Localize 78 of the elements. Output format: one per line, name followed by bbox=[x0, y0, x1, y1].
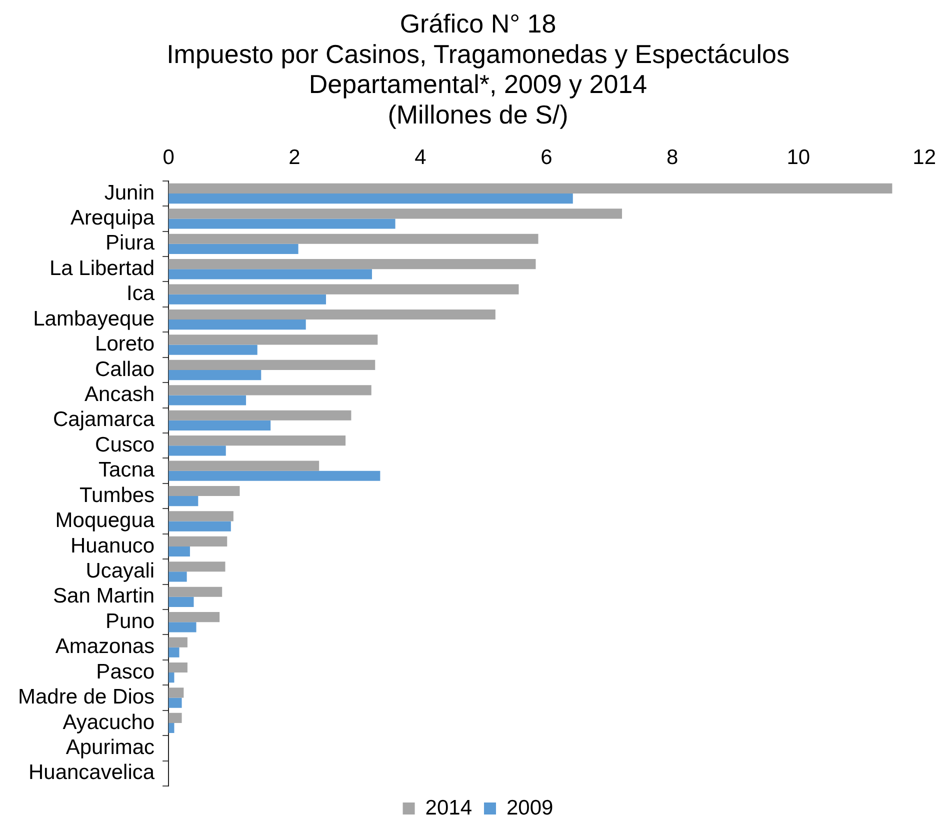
bar bbox=[168, 446, 226, 456]
bar bbox=[168, 536, 228, 546]
bar bbox=[168, 612, 220, 622]
y-tick-label: Apurimac bbox=[66, 736, 155, 759]
legend-label: 2014 bbox=[425, 796, 472, 820]
bar bbox=[168, 218, 396, 229]
bar bbox=[168, 370, 262, 380]
y-tick-label: Piura bbox=[106, 232, 155, 255]
x-tick-label: 0 bbox=[162, 146, 174, 170]
bar bbox=[168, 622, 196, 632]
bar bbox=[168, 208, 622, 219]
bar bbox=[168, 688, 184, 698]
x-tick-label: 2 bbox=[288, 146, 300, 170]
y-tick-label: Moquegua bbox=[55, 509, 155, 532]
y-tick-label: Tacna bbox=[98, 458, 155, 482]
y-tick-label: Junin bbox=[104, 181, 155, 204]
bar bbox=[168, 496, 198, 506]
x-tick-label: 8 bbox=[666, 146, 678, 170]
y-tick-label: Ayacucho bbox=[62, 710, 155, 734]
y-tick-label: Puno bbox=[106, 610, 155, 633]
bar bbox=[168, 284, 519, 294]
bar bbox=[168, 586, 222, 597]
bar bbox=[168, 334, 378, 345]
bar bbox=[168, 259, 536, 270]
bar bbox=[168, 521, 231, 532]
y-tick-label: Huanuco bbox=[70, 534, 155, 558]
legend-label: 2009 bbox=[506, 796, 554, 820]
bar bbox=[168, 420, 271, 430]
x-tick-label: 12 bbox=[912, 146, 936, 170]
y-tick-label: La Libertad bbox=[49, 256, 155, 280]
bar bbox=[168, 460, 320, 471]
bar bbox=[168, 344, 258, 355]
bar bbox=[168, 486, 240, 496]
y-tick-label: Loreto bbox=[95, 332, 155, 356]
bar bbox=[168, 698, 182, 708]
y-tick-label: Lambayeque bbox=[33, 307, 155, 330]
y-tick-label: Callao bbox=[95, 358, 155, 381]
bar bbox=[168, 385, 372, 396]
y-tick-label: Arequipa bbox=[70, 206, 155, 230]
bar bbox=[168, 320, 306, 330]
y-tick-label: Pasco bbox=[96, 660, 155, 684]
bar bbox=[168, 712, 182, 723]
bar bbox=[168, 470, 380, 481]
bar bbox=[168, 360, 376, 370]
bar bbox=[168, 511, 234, 522]
y-tick-label: Cusco bbox=[95, 433, 155, 456]
bar bbox=[168, 395, 246, 406]
y-tick-label: Huancavelica bbox=[28, 761, 155, 784]
bar bbox=[168, 193, 573, 204]
x-tick-label: 6 bbox=[540, 146, 552, 170]
bar bbox=[168, 662, 188, 673]
y-tick-label: Ica bbox=[126, 282, 155, 306]
y-tick-label: Madre de Dios bbox=[18, 686, 155, 709]
bar bbox=[168, 572, 187, 582]
bar bbox=[168, 183, 892, 194]
bar bbox=[168, 637, 188, 648]
bar bbox=[168, 647, 180, 658]
bar bbox=[168, 234, 538, 244]
y-tick-label: Ancash bbox=[84, 382, 155, 406]
y-tick-label: San Martin bbox=[53, 584, 155, 608]
chart-title: Gráfico N° 18 bbox=[400, 8, 556, 38]
bar bbox=[168, 410, 352, 420]
y-tick-label: Cajamarca bbox=[53, 408, 155, 432]
bar bbox=[168, 269, 372, 280]
bar bbox=[168, 596, 194, 607]
y-tick-label: Ucayali bbox=[86, 559, 155, 582]
y-tick-label: Tumbes bbox=[79, 484, 155, 507]
bar bbox=[168, 294, 326, 304]
x-axis-title: (Millones de S/) bbox=[388, 100, 568, 130]
bar bbox=[168, 546, 190, 557]
bar bbox=[168, 244, 298, 254]
bar bbox=[168, 436, 346, 446]
bar bbox=[168, 309, 496, 320]
y-tick-label: Amazonas bbox=[55, 635, 155, 658]
chart-subtitle: Impuesto por Casinos, Tragamonedas y Espectáculos Departamental*, 2009 y 2014 bbox=[166, 38, 790, 100]
x-tick-label: 4 bbox=[414, 146, 427, 170]
x-tick-label: 10 bbox=[786, 146, 810, 170]
bar bbox=[168, 562, 226, 572]
